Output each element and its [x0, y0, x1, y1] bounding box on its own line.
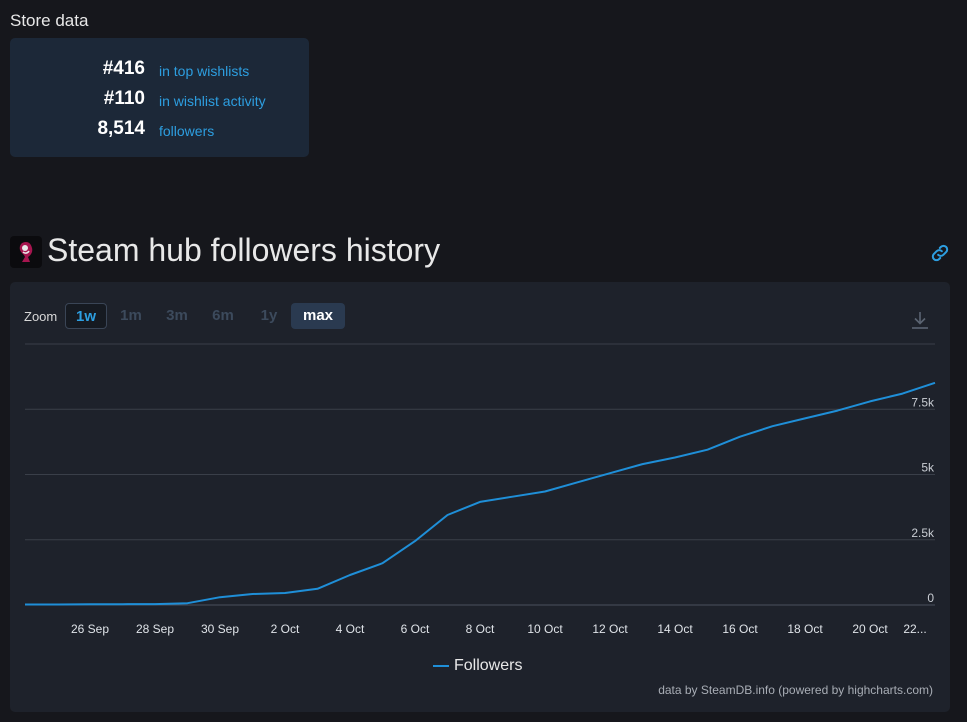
download-icon[interactable]	[909, 309, 931, 331]
x-tick-label: 30 Sep	[201, 622, 239, 636]
stat-link-followers[interactable]: followers	[159, 123, 215, 139]
y-tick-label: 2.5k	[911, 526, 935, 540]
x-tick-label: 12 Oct	[592, 622, 628, 636]
stat-value: #110	[103, 88, 145, 109]
y-tick-label: 7.5k	[911, 395, 935, 409]
x-tick-label: 4 Oct	[336, 622, 365, 636]
x-tick-label: 28 Sep	[136, 622, 174, 636]
stat-value: #416	[102, 58, 145, 79]
zoom-label: Zoom	[24, 309, 58, 324]
x-tick-label: 26 Sep	[71, 622, 109, 636]
x-tick-label: 14 Oct	[657, 622, 693, 636]
series-line-followers[interactable]	[25, 381, 936, 606]
x-tick-label: 10 Oct	[527, 622, 563, 636]
y-tick-label: 0	[927, 591, 934, 605]
game-logo-icon	[10, 236, 42, 268]
stat-link-top-wishlists[interactable]: in top wishlists	[159, 63, 250, 79]
permalink-icon[interactable]	[929, 242, 951, 264]
legend-label: Followers	[454, 657, 523, 674]
x-tick-label: 8 Oct	[466, 622, 495, 636]
x-tick-label: 22...	[903, 622, 926, 636]
chart-credits[interactable]: data by SteamDB.info (powered by highcha…	[658, 683, 933, 697]
x-tick-label: 20 Oct	[852, 622, 888, 636]
followers-chart-panel: Zoom 1w 1m 3m 6m 1y max 0 2.5k 5k 7.5k 26 Se…	[10, 282, 950, 712]
x-tick-label: 18 Oct	[787, 622, 823, 636]
zoom-button-max[interactable]: max	[291, 303, 345, 329]
chart-section-title: Steam hub followers history	[47, 232, 441, 268]
x-tick-label: 2 Oct	[271, 622, 300, 636]
stat-row-wishlist-activity: #110 in wishlist activity	[10, 88, 309, 112]
zoom-button-1m[interactable]: 1m	[120, 307, 142, 324]
store-data-title: Store data	[10, 11, 89, 30]
legend-line-swatch	[433, 665, 449, 667]
zoom-button-6m[interactable]: 6m	[212, 307, 234, 324]
zoom-button-3m[interactable]: 3m	[166, 307, 188, 324]
stat-row-followers: 8,514 followers	[10, 118, 309, 142]
followers-line-chart: 0 2.5k 5k 7.5k 26 Sep 28 Sep 30 Sep 2 Oct 4 Oct 6…	[25, 343, 936, 636]
zoom-button-1w[interactable]: 1w	[65, 303, 107, 329]
zoom-button-1y[interactable]: 1y	[260, 307, 278, 324]
stat-row-top-wishlists: #416 in top wishlists	[10, 58, 309, 82]
stat-value: 8,514	[97, 118, 145, 139]
x-tick-label: 6 Oct	[401, 622, 430, 636]
x-tick-label: 16 Oct	[722, 622, 758, 636]
y-tick-label: 5k	[921, 461, 935, 475]
store-stats-card: #416 in top wishlists #110 in wishlist a…	[10, 38, 309, 157]
stat-link-wishlist-activity[interactable]: in wishlist activity	[159, 93, 266, 109]
